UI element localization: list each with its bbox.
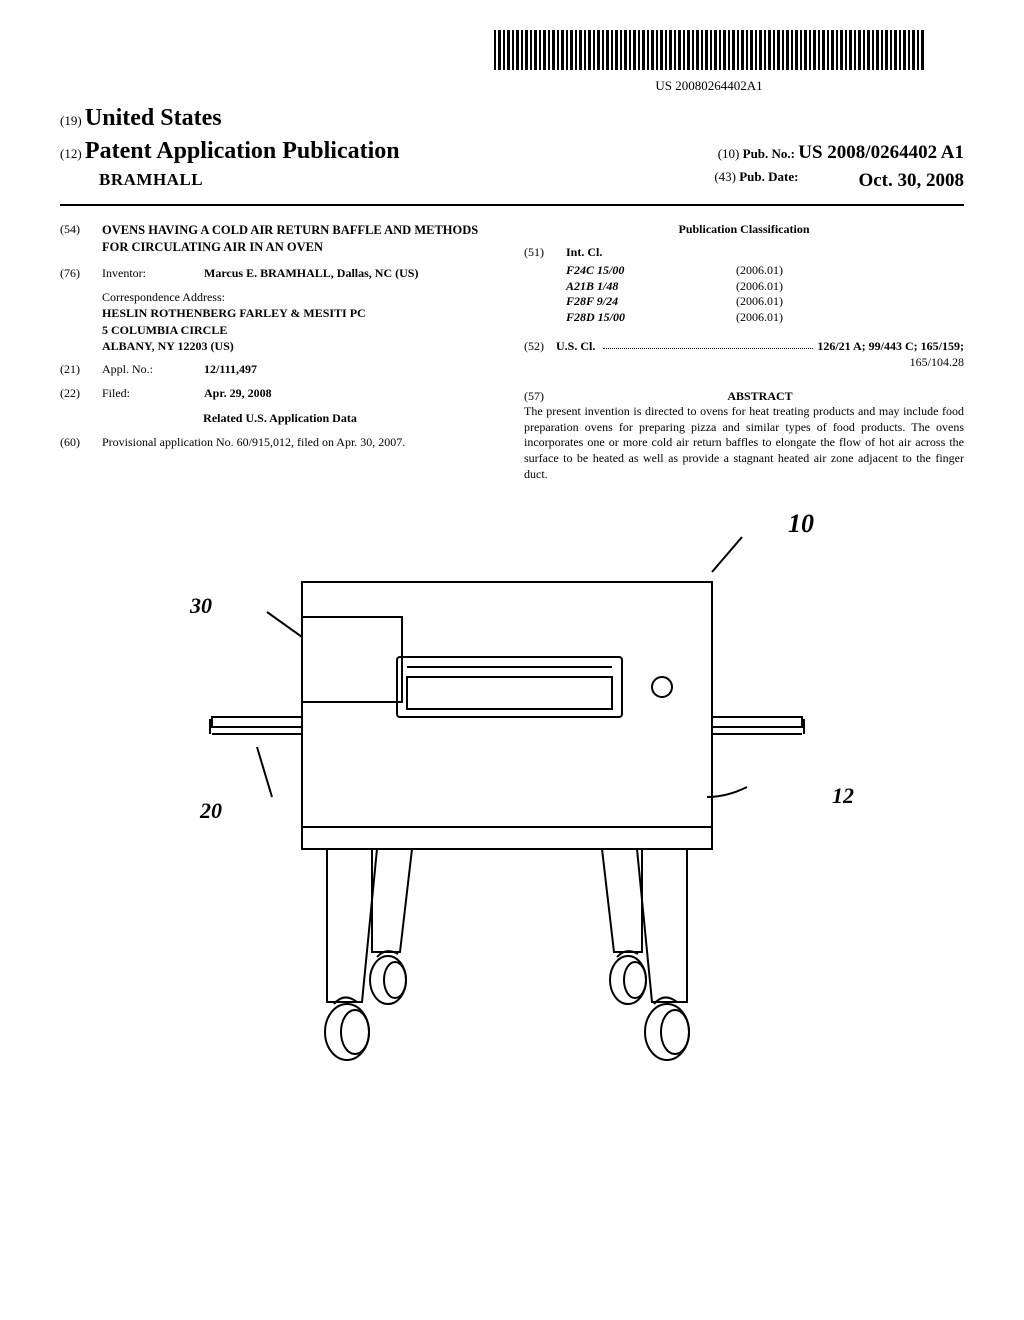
pubdate-label: Pub. Date: [739, 169, 798, 184]
field-76-num: (76) [60, 266, 92, 282]
field-52-num: (52) [524, 339, 556, 355]
field-60: (60) Provisional application No. 60/915,… [60, 435, 500, 451]
pubdate-value: Oct. 30, 2008 [858, 169, 964, 194]
inventor-line: BRAMHALL (43) Pub. Date: Oct. 30, 2008 [60, 169, 964, 194]
header-prefix-12: (12) [60, 146, 82, 161]
barcode-section: US 20080264402A1 [60, 30, 964, 95]
field-54: (54) OVENS HAVING A COLD AIR RETURN BAFF… [60, 222, 500, 256]
field-22-label: Filed: [102, 386, 194, 402]
ipc-table: F24C 15/00 (2006.01) A21B 1/48 (2006.01)… [566, 263, 964, 325]
pub-classification-header: Publication Classification [524, 222, 964, 238]
field-22-num: (22) [60, 386, 92, 402]
provisional-detail: Provisional application No. 60/915,012, … [102, 435, 500, 451]
corr-line1: HESLIN ROTHENBERG FARLEY & MESITI PC [102, 305, 500, 321]
field-51-label: Int. Cl. [566, 245, 964, 261]
corr-line3: ALBANY, NY 12203 (US) [102, 338, 500, 354]
pubno-prefix: (10) [718, 146, 740, 161]
field-51: (51) Int. Cl. [524, 245, 964, 261]
field-52: (52) U.S. Cl. 126/21 A; 99/443 C; 165/15… [524, 339, 964, 355]
abstract-header: ABSTRACT [556, 389, 964, 405]
barcode-graphic [494, 30, 924, 70]
ipc-code: F28F 9/24 [566, 294, 676, 310]
ipc-code: F24C 15/00 [566, 263, 676, 279]
field-57: (57) ABSTRACT [524, 389, 964, 405]
field-54-num: (54) [60, 222, 92, 256]
bibliographic-columns: (54) OVENS HAVING A COLD AIR RETURN BAFF… [60, 222, 964, 482]
field-76: (76) Inventor: Marcus E. BRAMHALL, Dalla… [60, 266, 500, 282]
ipc-date: (2006.01) [736, 263, 783, 279]
abstract-text: The present invention is directed to ove… [524, 404, 964, 482]
left-column: (54) OVENS HAVING A COLD AIR RETURN BAFF… [60, 222, 500, 482]
ipc-date: (2006.01) [736, 310, 783, 326]
fig-ref-20: 20 [200, 797, 222, 826]
header-doc-type: Patent Application Publication [85, 138, 400, 164]
uscl-value-2: 165/104.28 [524, 355, 964, 371]
uscl-value-1: 126/21 A; 99/443 C; 165/159; [817, 339, 964, 355]
header-pubno: (10) Pub. No.: US 2008/0264402 A1 [718, 141, 964, 166]
header-prefix-19: (19) [60, 113, 82, 128]
appl-no: 12/111,497 [204, 362, 500, 378]
pubdate-prefix: (43) [714, 169, 736, 184]
ipc-date: (2006.01) [736, 279, 783, 295]
field-22: (22) Filed: Apr. 29, 2008 [60, 386, 500, 402]
inventor-detail: Marcus E. BRAMHALL, Dallas, NC (US) [204, 266, 500, 282]
corr-label: Correspondence Address: [102, 289, 500, 305]
oven-drawing [152, 522, 872, 1082]
fig-ref-12: 12 [832, 782, 854, 811]
right-column: Publication Classification (51) Int. Cl.… [524, 222, 964, 482]
invention-title: OVENS HAVING A COLD AIR RETURN BAFFLE AN… [102, 222, 500, 256]
field-76-label: Inventor: [102, 266, 194, 282]
inventor-name: BRAMHALL [99, 169, 203, 194]
corr-line2: 5 COLUMBIA CIRCLE [102, 322, 500, 338]
fig-ref-10: 10 [788, 507, 814, 541]
field-51-num: (51) [524, 245, 556, 261]
field-21: (21) Appl. No.: 12/111,497 [60, 362, 500, 378]
leader-dots [603, 339, 813, 349]
ipc-date: (2006.01) [736, 294, 783, 310]
header-country: United States [85, 105, 222, 131]
field-57-num: (57) [524, 389, 556, 405]
pubno-value: US 2008/0264402 A1 [798, 142, 964, 163]
separator-rule [60, 204, 964, 206]
ipc-row: A21B 1/48 (2006.01) [566, 279, 964, 295]
fig-ref-30: 30 [190, 592, 212, 621]
pubno-label: Pub. No.: [743, 146, 795, 161]
ipc-code: F28D 15/00 [566, 310, 676, 326]
header-title-row: (12) Patent Application Publication (10)… [60, 136, 964, 167]
field-52-label: U.S. Cl. [556, 339, 595, 355]
barcode-text: US 20080264402A1 [494, 78, 924, 95]
related-data-header: Related U.S. Application Data [60, 411, 500, 427]
ipc-code: A21B 1/48 [566, 279, 676, 295]
header-left: (12) Patent Application Publication [60, 136, 400, 167]
inventor-detail-text: Marcus E. BRAMHALL, Dallas, NC (US) [204, 266, 418, 280]
field-21-label: Appl. No.: [102, 362, 194, 378]
correspondence-address: Correspondence Address: HESLIN ROTHENBER… [102, 289, 500, 354]
header-country-line: (19) United States [60, 103, 964, 134]
field-21-num: (21) [60, 362, 92, 378]
filed-date: Apr. 29, 2008 [204, 386, 500, 402]
ipc-row: F28D 15/00 (2006.01) [566, 310, 964, 326]
patent-figure: 10 30 20 12 [60, 522, 964, 1087]
pubdate-row: (43) Pub. Date: Oct. 30, 2008 [714, 169, 964, 194]
field-60-num: (60) [60, 435, 92, 451]
ipc-row: F28F 9/24 (2006.01) [566, 294, 964, 310]
ipc-row: F24C 15/00 (2006.01) [566, 263, 964, 279]
